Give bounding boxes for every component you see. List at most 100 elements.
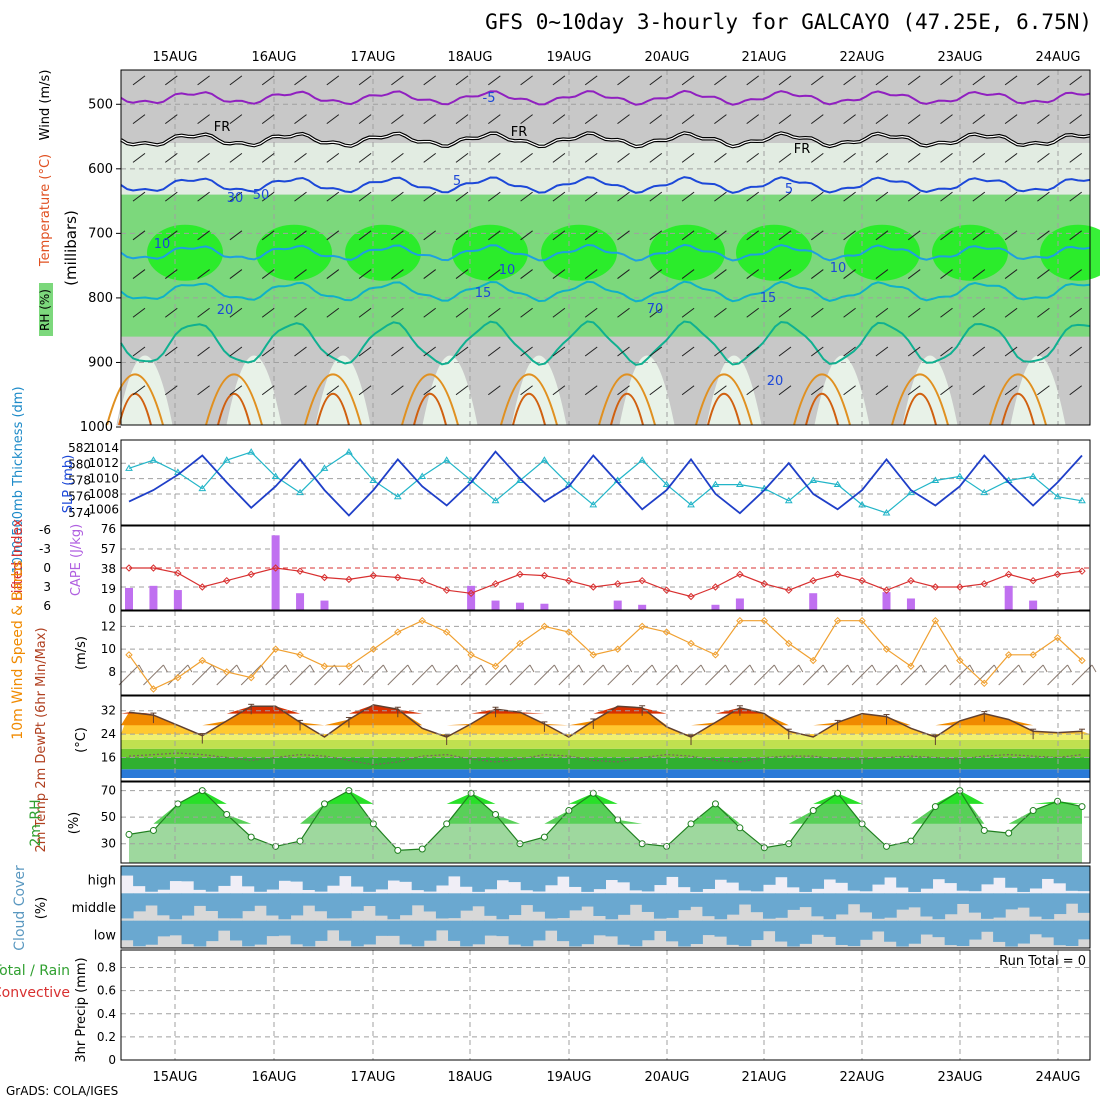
wind-barb-flag — [896, 664, 901, 673]
wind-speed-point — [1029, 651, 1037, 659]
wind-speed-point — [271, 645, 280, 653]
thickness-point — [369, 476, 378, 483]
wind-barb-flag — [676, 664, 682, 673]
wind-barb-upper — [294, 230, 307, 241]
lifted-index-point — [125, 564, 133, 572]
wind-barb-upper — [907, 75, 921, 86]
thickness-point — [907, 488, 915, 496]
thickness-line — [128, 451, 1083, 514]
temp-band-0 — [121, 769, 1090, 778]
contour-30-5 — [610, 392, 644, 426]
cloud-cell-middle — [1077, 893, 1091, 913]
lifted-index-point — [980, 580, 988, 588]
wind-barb-upper — [972, 114, 986, 125]
cloud-cell-middle — [460, 893, 473, 911]
thickness-tick-4: 582 — [68, 441, 91, 455]
lifted-index-point — [320, 573, 329, 582]
date-label-bottom-4: 19AUG — [546, 1070, 591, 1085]
wind-unit-label: (m/s) — [74, 636, 89, 670]
wind-barb-upper — [165, 152, 178, 163]
wind-barb-upper — [455, 269, 469, 279]
rh-point — [907, 837, 915, 845]
wind-barb-upper — [294, 75, 307, 86]
wind-barb-upper — [423, 114, 437, 125]
wind-barb — [191, 664, 213, 686]
rh-blob-6 — [736, 224, 812, 281]
wind-barb-upper — [229, 269, 243, 279]
wind-barb-upper — [423, 75, 437, 86]
wind-barb-upper — [972, 191, 986, 202]
wind-barb-upper — [1069, 307, 1082, 318]
thickness-point — [345, 448, 353, 455]
wind-barb-upper — [1004, 346, 1018, 357]
cloud-cell-high — [1077, 866, 1091, 892]
cloud-cell-middle — [1029, 893, 1043, 917]
temp-band-3 — [121, 739, 1090, 749]
wind-barb-upper — [584, 152, 598, 163]
wind-barb-flag — [456, 664, 462, 673]
wind-barb-upper — [681, 269, 695, 279]
wind-speed-point — [785, 639, 793, 648]
cloud-cell-high — [1017, 866, 1030, 892]
wind-barb-upper — [714, 269, 727, 279]
li-frame — [120, 525, 1091, 611]
wind-barb-upper — [681, 75, 695, 86]
wind-barb-upper — [681, 114, 695, 125]
wind-barb-upper — [810, 75, 824, 86]
rh-point — [149, 826, 157, 834]
cloud-cell-high — [387, 866, 401, 881]
cloud-cell-low — [629, 920, 643, 947]
cloud-cell-middle — [884, 893, 897, 918]
wind-speed-point — [980, 679, 988, 688]
cape-bar — [125, 587, 133, 610]
wind-barb-upper — [1004, 75, 1018, 86]
wind-barb — [778, 664, 800, 686]
thickness-point — [736, 480, 744, 488]
cape-bar — [1004, 585, 1013, 610]
cloud-cell-high — [762, 866, 776, 885]
precip-tick-2: 0.4 — [97, 1007, 116, 1021]
wind-barb-upper — [843, 191, 856, 202]
thickness-point — [931, 476, 940, 483]
thickness-point — [882, 508, 891, 516]
wind-barb-upper — [520, 75, 533, 86]
cloud-cell-middle — [605, 893, 619, 920]
wind-barb — [1047, 664, 1068, 686]
wind-barb-upper — [423, 385, 437, 396]
wind-barb-upper — [261, 75, 275, 86]
cape-bar — [271, 535, 280, 610]
wind-barb-upper — [681, 346, 695, 357]
wind-barb-upper — [584, 75, 598, 86]
cloud-cell-middle — [944, 893, 958, 915]
date-label-top-3: 18AUG — [447, 50, 492, 65]
wind-barb — [363, 664, 384, 686]
cloud-cell-low — [859, 920, 873, 940]
thickness-point — [589, 500, 598, 508]
cloud-cell-middle — [205, 893, 219, 912]
wind-speed-point — [296, 651, 304, 659]
wind-barb-upper — [875, 191, 889, 202]
thickness-point — [198, 484, 207, 492]
rh-point — [125, 830, 133, 838]
cloud-cell-low — [242, 920, 255, 947]
wind-barb-upper — [778, 269, 792, 279]
rh-legend-label: RH (%) — [38, 289, 52, 331]
wind-barb-upper — [294, 385, 307, 396]
wind-barb-upper — [1004, 307, 1018, 318]
cloud-cell-high — [847, 866, 861, 891]
wind-speed-point — [1004, 651, 1013, 659]
wind-barb-upper — [843, 307, 856, 318]
cloud-cell-high — [472, 866, 485, 892]
wind-barb-upper — [617, 191, 630, 202]
cloud-cell-low — [690, 920, 703, 945]
rh-point — [492, 811, 500, 819]
wind-barb-upper — [261, 307, 275, 318]
cloud-cell-high — [787, 866, 800, 888]
wind-barb-upper — [843, 152, 856, 163]
cloud-cell-high — [738, 866, 752, 891]
cloud-cell-high — [544, 866, 558, 886]
wind-barb-upper — [294, 346, 307, 357]
cloud-cell-high — [823, 866, 837, 880]
wind-barb-upper — [132, 114, 146, 125]
wind-barb-upper — [229, 191, 243, 202]
